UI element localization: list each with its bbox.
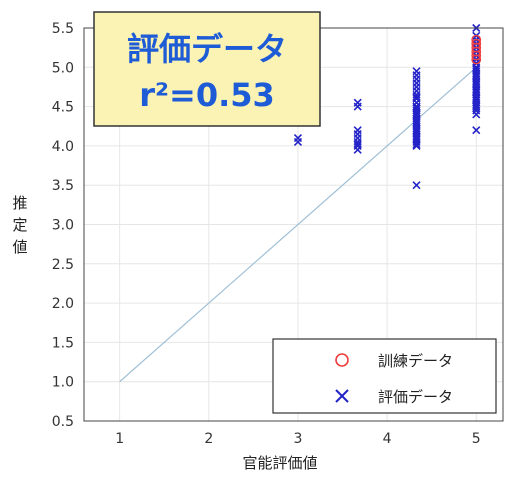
eval-point [353, 102, 362, 111]
x-tick-label: 3 [293, 431, 302, 447]
annotation-line1: 評価データ [127, 30, 287, 68]
legend-label-train: 訓練データ [378, 352, 453, 370]
eval-point [412, 181, 421, 190]
y-tick-label: 1.0 [52, 375, 74, 391]
legend: 訓練データ 評価データ [272, 338, 497, 414]
y-tick-label: 0.5 [52, 414, 74, 430]
points-group [293, 23, 482, 190]
x-tick-labels: 1 2 3 4 5 [115, 431, 481, 447]
y-axis-title: 推定値 [12, 194, 27, 256]
eval-point [412, 93, 421, 102]
eval-point [472, 96, 481, 105]
annotation-box [93, 11, 321, 127]
x-tick-label: 2 [204, 431, 213, 447]
legend-marker-train [335, 353, 349, 367]
y-tick-label: 2.5 [52, 257, 74, 273]
y-tick-label: 4.5 [52, 100, 74, 116]
y-tick-label: 5.0 [52, 60, 74, 76]
x-tick-label: 5 [472, 431, 481, 447]
eval-point [472, 126, 481, 135]
y-tick-label: 5.5 [52, 21, 74, 37]
y-tick-label: 2.0 [52, 296, 74, 312]
eval-point [293, 133, 303, 143]
eval-point [472, 104, 481, 113]
legend-box [272, 338, 497, 414]
eval-point [472, 88, 481, 97]
y-tick-label: 1.5 [52, 335, 74, 351]
x-tick-label: 4 [383, 431, 392, 447]
y-tick-labels: 0.5 1.0 1.5 2.0 2.5 3.0 3.5 4.0 4.5 5.0 5.5 [52, 21, 74, 430]
x-axis-title: 官能評価値 [242, 454, 317, 472]
legend-marker-eval [335, 389, 349, 403]
eval-point [412, 67, 421, 76]
y-tick-label: 3.0 [52, 218, 74, 234]
y-tick-label: 3.5 [52, 178, 74, 194]
annotation-line2: r²=0.53 [139, 76, 275, 114]
eval-point [353, 140, 362, 149]
train-point [471, 50, 482, 61]
x-tick-label: 1 [115, 431, 124, 447]
y-axis-title-char: 推 [12, 194, 27, 212]
y-axis-title-char: 定 [12, 216, 27, 234]
eval-point [472, 72, 481, 81]
y-axis-title-char: 値 [12, 238, 27, 256]
eval-point [472, 64, 481, 73]
train-point [471, 54, 482, 65]
y-tick-label: 4.0 [52, 139, 74, 155]
eval-point [412, 102, 421, 111]
eval-point [472, 80, 481, 89]
legend-label-eval: 評価データ [378, 388, 453, 406]
